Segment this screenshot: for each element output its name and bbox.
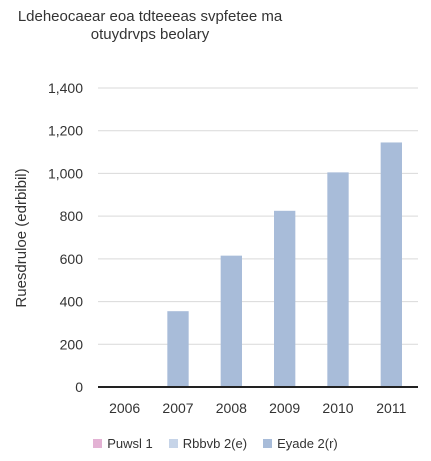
y-tick-label: 1,000	[48, 165, 83, 181]
y-tick-label: 600	[60, 251, 84, 267]
legend-label: Rbbvb 2(e)	[182, 436, 248, 451]
bar-2011	[380, 142, 402, 387]
bar-2009	[274, 210, 296, 387]
y-tick-label: 200	[60, 336, 84, 352]
bar-2010	[327, 172, 349, 387]
x-tick-label: 2008	[216, 400, 247, 416]
bar-2008	[220, 255, 242, 387]
x-tick-label: 2009	[269, 400, 300, 416]
y-axis-title: Ruesdruloe (edrbibil)	[13, 168, 30, 307]
legend-item: Eyade 2(r)	[263, 436, 338, 451]
bar-2007	[167, 311, 189, 387]
x-tick-label: 2007	[162, 400, 193, 416]
legend-label: Puwsl 1	[107, 436, 153, 451]
legend-swatch	[168, 439, 178, 448]
y-tick-label: 800	[60, 208, 84, 224]
legend-item: Puwsl 1	[93, 436, 153, 451]
legend-swatch	[263, 439, 273, 448]
legend: Puwsl 1 Rbbvb 2(e) Eyade 2(r)	[0, 436, 431, 451]
y-tick-label: 0	[75, 379, 83, 395]
bar-chart: 0 200 400 600 800 1,000 1,200 1,400 2006 2007 2008…	[13, 80, 418, 416]
chart-title-line-2: otuydrvps beolary	[90, 26, 210, 43]
legend-label: Eyade 2(r)	[277, 436, 338, 451]
y-tick-label: 400	[60, 294, 84, 310]
bars	[167, 142, 402, 387]
y-tick-label: 1,200	[48, 123, 83, 139]
axes: 0 200 400 600 800 1,000 1,200 1,400 2006 2007 2008…	[48, 80, 418, 416]
y-tick-label: 1,400	[48, 80, 83, 96]
x-tick-label: 2011	[376, 400, 406, 416]
chart-title: Ldeheocaear eoa tdteeeas svpfetee ma otu…	[0, 8, 300, 44]
gridlines	[98, 87, 418, 345]
chart-title-line-1: Ldeheocaear eoa tdteeeas svpfetee ma	[17, 8, 283, 25]
legend-swatch	[93, 439, 103, 448]
x-tick-label: 2006	[109, 400, 140, 416]
legend-item: Rbbvb 2(e)	[168, 436, 248, 451]
x-tick-label: 2010	[322, 400, 353, 416]
